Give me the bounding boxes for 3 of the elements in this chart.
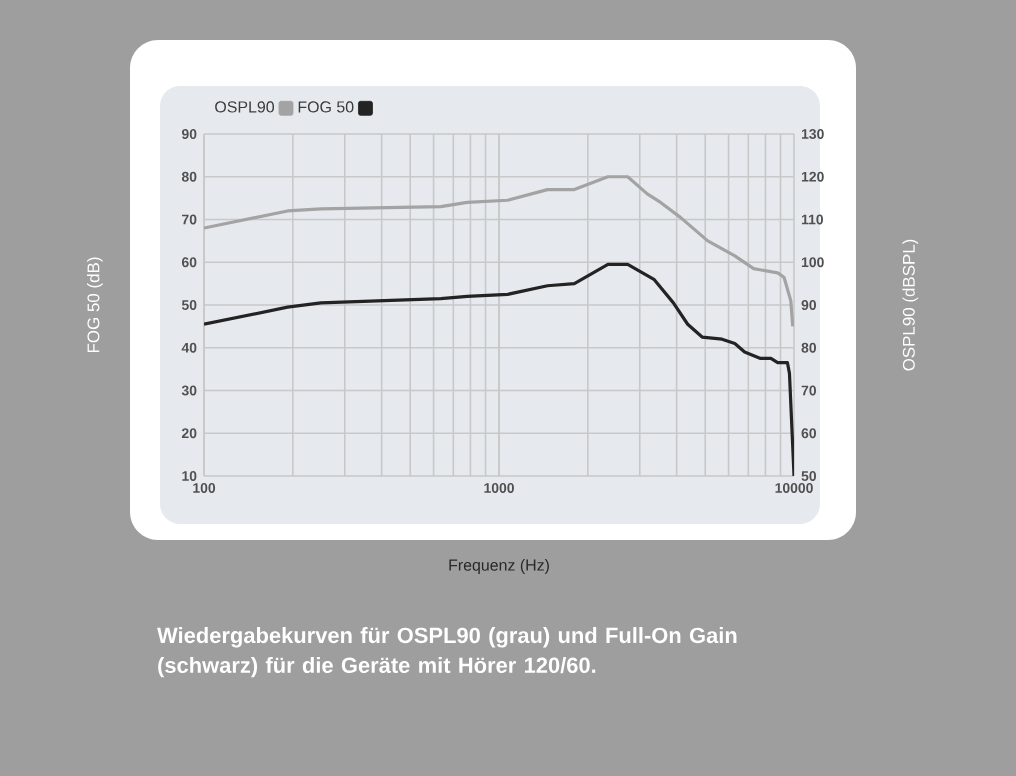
y-axis-title: FOG 50 (dB) [86,257,103,353]
text: Wiedergabekurven für OSPL90 (grau) und Full-On Gain (schwarz) für die Geräte mit Hörer 120/60. [157,627,737,678]
y2-axis-title: OSPL90 (dBSPL) [902,239,919,371]
